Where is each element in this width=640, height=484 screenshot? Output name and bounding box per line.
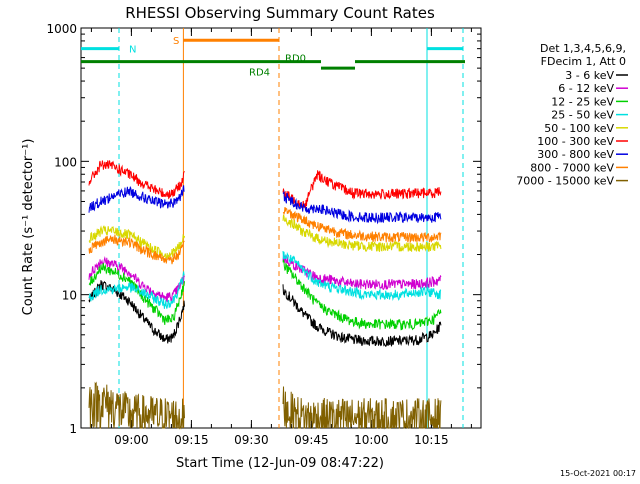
y-tick-label: 1000 bbox=[46, 22, 77, 36]
rd0-flag-label: RD0 bbox=[285, 54, 306, 65]
legend-label: 7000 - 15000 keV bbox=[516, 175, 614, 188]
legend-header-line-1: Det 1,3,4,5,6,9, bbox=[540, 42, 626, 55]
chart-title: RHESSI Observing Summary Count Rates bbox=[125, 4, 435, 22]
legend-label: 6 - 12 keV bbox=[558, 82, 614, 95]
plot-area: 1 10 100 1000 09:00 09:15 09:30 09:45 10:00 10:15… bbox=[46, 22, 482, 447]
x-tick-label: 09:45 bbox=[294, 433, 329, 447]
x-tick-label: 10:00 bbox=[354, 433, 389, 447]
series-line bbox=[88, 259, 442, 331]
series-line bbox=[88, 381, 442, 430]
legend-label: 3 - 6 keV bbox=[565, 69, 614, 82]
series-line bbox=[88, 160, 442, 209]
legend-label: 300 - 800 keV bbox=[537, 148, 614, 161]
series-line bbox=[88, 250, 442, 309]
x-axis-label: Start Time (12-Jun-09 08:47:22) bbox=[176, 456, 384, 471]
legend: Det 1,3,4,5,6,9, FDecim 1, Att 0 3 - 6 k… bbox=[516, 42, 628, 188]
y-tick-label: 10 bbox=[62, 289, 77, 303]
legend-label: 50 - 100 keV bbox=[544, 122, 614, 135]
legend-label: 25 - 50 keV bbox=[551, 109, 614, 122]
series-line bbox=[88, 280, 442, 348]
legend-header-line-2: FDecim 1, Att 0 bbox=[541, 55, 626, 68]
y-axis-label: Count Rate (s⁻¹ detector⁻¹) bbox=[21, 139, 36, 316]
x-tick-label: 09:30 bbox=[234, 433, 269, 447]
x-tick-label: 09:00 bbox=[114, 433, 149, 447]
series-line bbox=[88, 185, 442, 225]
y-tick-label: 1 bbox=[69, 422, 77, 436]
plot-frame bbox=[80, 27, 482, 429]
night-flag-label: N bbox=[129, 45, 136, 56]
x-tick-label: 10:15 bbox=[414, 433, 449, 447]
x-tick-label: 09:15 bbox=[174, 433, 209, 447]
legend-label: 12 - 25 keV bbox=[551, 95, 614, 108]
rd4-flag-label: RD4 bbox=[249, 68, 270, 79]
legend-label: 800 - 7000 keV bbox=[530, 161, 614, 174]
series-line bbox=[88, 207, 442, 265]
timestamp: 15-Oct-2021 00:17 bbox=[560, 469, 636, 478]
saa-flag-label: S bbox=[173, 36, 179, 47]
legend-label: 100 - 300 keV bbox=[537, 135, 614, 148]
y-tick-label: 100 bbox=[54, 155, 77, 169]
series-line bbox=[88, 254, 442, 304]
